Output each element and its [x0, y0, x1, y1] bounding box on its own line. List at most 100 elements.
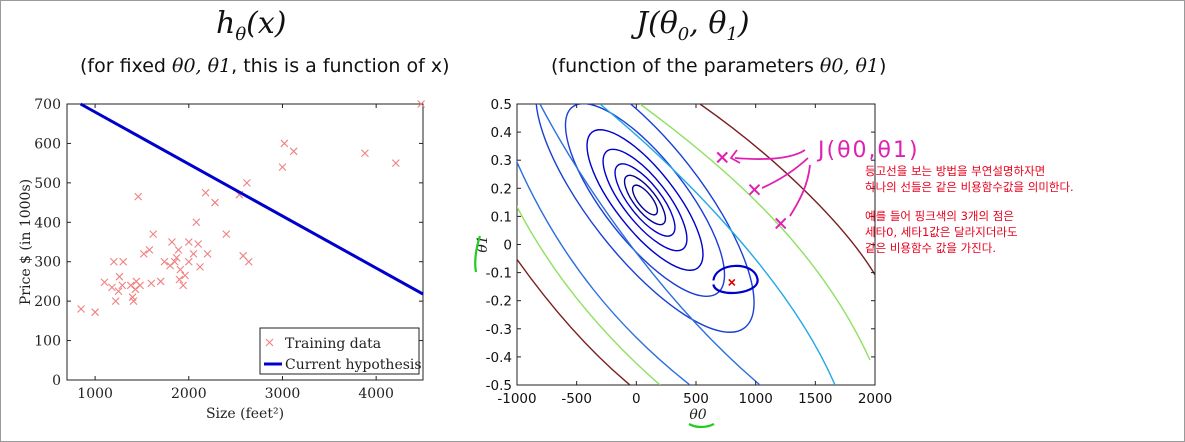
point-stroke	[203, 249, 212, 258]
point-stroke	[168, 238, 176, 246]
handwritten-cost-label: J(θ0,θ1)	[816, 138, 920, 163]
y-tick-label: 700	[34, 97, 61, 113]
training-data-point	[111, 297, 120, 306]
korean-note-line3: 예를 들어 핑크색의 3개의 점은	[865, 209, 1014, 223]
left-plot-subtitle: (for fixed θ0, θ1, this is a function of…	[80, 55, 450, 77]
point-stroke	[174, 245, 183, 254]
point-stroke	[134, 192, 143, 201]
training-data-point	[156, 277, 165, 286]
contour-line	[517, 258, 631, 385]
contour-line	[639, 104, 871, 361]
training-data-point	[100, 278, 109, 287]
training-data-point	[184, 257, 193, 266]
x-tick-label: -1000	[497, 391, 536, 407]
x-axis-label: θ0	[689, 407, 706, 423]
training-data-point	[184, 238, 193, 246]
theta0-underline	[688, 422, 715, 429]
training-data-point	[147, 279, 156, 288]
x-tick-label: 500	[683, 391, 709, 407]
training-data-point	[119, 257, 128, 266]
point-stroke	[129, 297, 138, 306]
y-axis-label: Price $ (in 1000s)	[18, 179, 34, 305]
point-stroke	[192, 218, 201, 227]
point-stroke	[128, 293, 137, 302]
contour-ellipse	[623, 174, 667, 226]
point-stroke	[145, 245, 154, 254]
point-stroke	[77, 305, 85, 313]
point-stroke	[391, 159, 400, 168]
pink-x-mark	[775, 217, 787, 230]
training-data-point	[189, 249, 198, 258]
contour-ellipse	[586, 129, 704, 271]
x-tick-label: 1500	[798, 391, 832, 407]
training-data-point	[196, 262, 204, 271]
point-stroke	[91, 308, 99, 317]
training-data-point	[361, 149, 369, 158]
point-stroke	[126, 281, 135, 290]
right-plot-axes-box	[516, 103, 876, 386]
training-data-point	[179, 281, 188, 290]
point-stroke	[160, 257, 169, 266]
training-data-point	[203, 249, 212, 258]
y-tick-label: 600	[34, 136, 61, 152]
legend-label-hypothesis: Current hypothesis	[285, 357, 422, 373]
contour-line	[539, 104, 761, 385]
training-data-point	[417, 100, 426, 108]
point-stroke	[242, 178, 251, 187]
training-data-point	[139, 249, 148, 258]
training-data-point	[134, 192, 143, 201]
training-data-point	[278, 163, 287, 171]
contour-ellipse	[602, 148, 688, 252]
left-plot-title: hθ(x)	[216, 6, 287, 45]
training-data-point	[211, 198, 219, 207]
y-tick-label: 0.5	[491, 97, 512, 113]
y-tick-label: 0	[52, 373, 61, 389]
training-data-point	[109, 257, 118, 266]
training-data-point	[77, 305, 85, 313]
x-axis-label: Size (feet²)	[206, 406, 284, 422]
contour-ellipse	[614, 163, 676, 237]
training-data-point	[108, 283, 116, 292]
legend-x-stroke	[265, 338, 274, 347]
y-tick-label: 100	[34, 334, 61, 350]
korean-note-line2: 하나의 선들은 같은 비용함수값을 의미한다.	[865, 180, 1074, 194]
y-tick-label: -0.2	[486, 294, 512, 310]
training-data-point	[222, 230, 231, 239]
training-data-point	[172, 253, 181, 262]
training-data-point	[176, 265, 185, 274]
y-tick-label: -0.4	[486, 350, 512, 366]
point-stroke	[119, 257, 128, 266]
y-tick-label: -0.5	[486, 378, 512, 394]
training-data-point	[175, 275, 184, 284]
point-stroke	[108, 283, 116, 292]
minimum-marker	[728, 278, 736, 287]
y-tick-label: 0.3	[491, 153, 512, 169]
training-data-point	[115, 272, 124, 281]
training-data-point	[168, 238, 176, 246]
point-stroke	[111, 297, 120, 306]
circled-point-loop	[712, 264, 759, 295]
training-data-point	[118, 281, 127, 290]
contour-ellipse	[564, 104, 726, 298]
training-data-point	[149, 230, 158, 239]
point-stroke	[175, 275, 184, 284]
training-data-point	[391, 159, 400, 168]
pink-arrow-3	[789, 164, 811, 217]
point-stroke	[147, 279, 156, 288]
training-data-point	[160, 257, 169, 266]
pink-x-stroke	[775, 217, 787, 230]
contour-ellipse	[631, 184, 659, 216]
point-stroke	[201, 188, 210, 197]
x-tick-label: 1000	[738, 391, 772, 407]
y-tick-label: -0.1	[486, 266, 512, 282]
korean-note-line4: 세타0, 세타1값은 달라지더라도	[865, 225, 1018, 239]
korean-note-line1: 등고선을 보는 방법을 부연설명하자면	[865, 164, 1046, 178]
point-stroke	[194, 240, 203, 248]
point-stroke	[115, 272, 124, 281]
legend-label-training: Training data	[285, 336, 381, 352]
x-tick-label: 4000	[358, 386, 394, 402]
point-stroke	[244, 257, 253, 266]
x-tick-label: 2000	[858, 391, 892, 407]
x-tick-label: -500	[561, 391, 592, 407]
